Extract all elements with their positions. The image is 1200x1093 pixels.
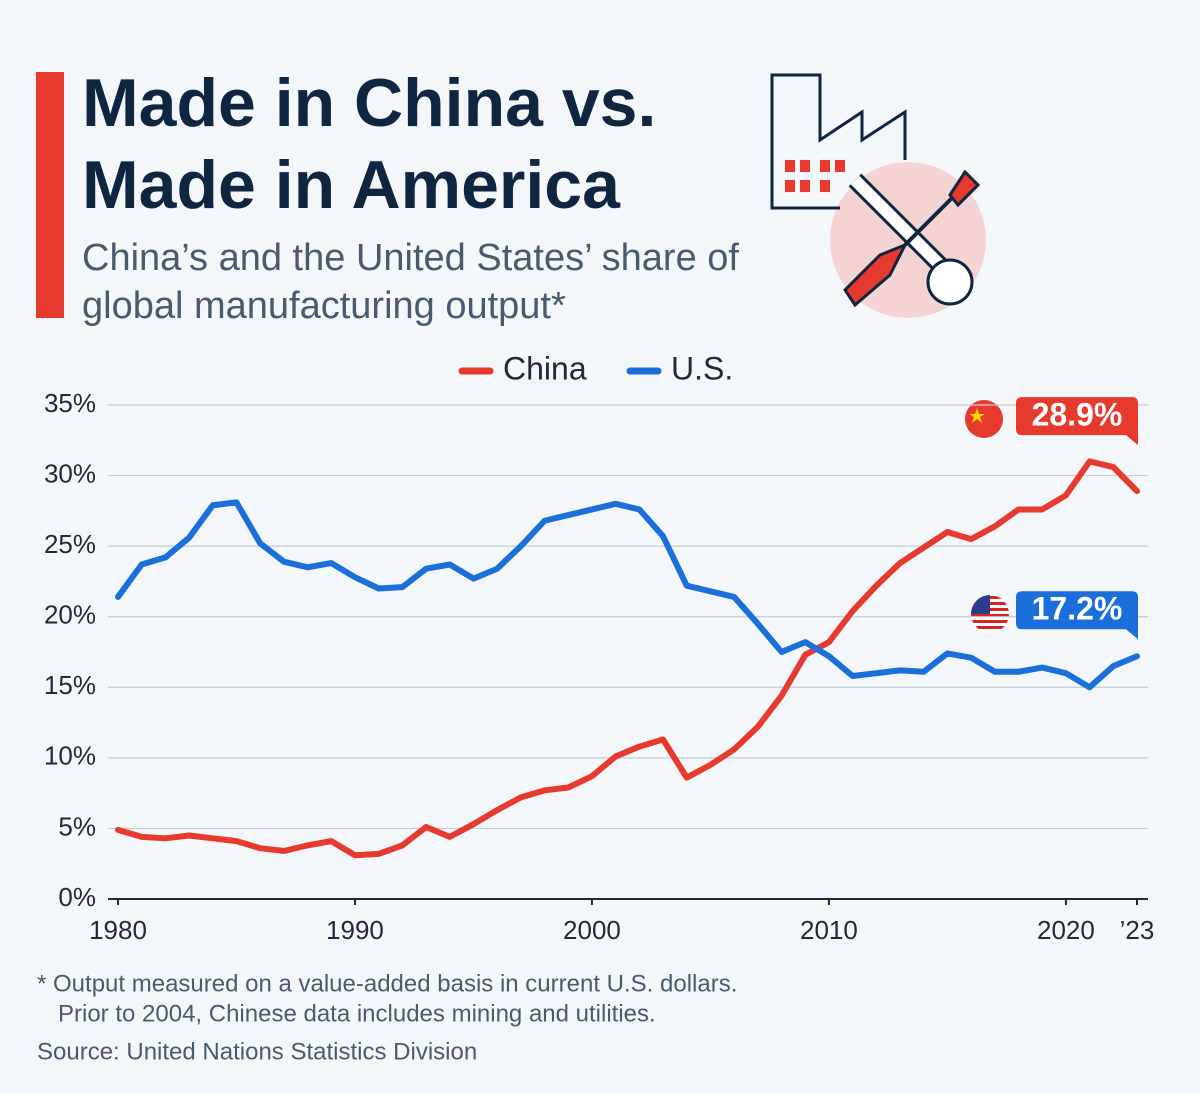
y-tick-label: 10% bbox=[44, 741, 96, 771]
footnote: * Output measured on a value-added basis… bbox=[37, 970, 737, 997]
x-tick-label: 1990 bbox=[326, 915, 384, 945]
legend-label: China bbox=[503, 350, 587, 386]
x-tick-label: ’23 bbox=[1120, 915, 1155, 945]
accent-bar bbox=[36, 72, 64, 318]
x-tick-label: 2020 bbox=[1037, 915, 1095, 945]
y-tick-label: 0% bbox=[58, 882, 96, 912]
y-tick-label: 25% bbox=[44, 529, 96, 559]
y-tick-label: 20% bbox=[44, 600, 96, 630]
factory-icon bbox=[770, 73, 986, 318]
value-label-box bbox=[1016, 397, 1138, 446]
x-tick-label: 2000 bbox=[563, 915, 621, 945]
x-tick-label: 2010 bbox=[800, 915, 858, 945]
source: Source: United Nations Statistics Divisi… bbox=[37, 1038, 477, 1065]
footnote: Prior to 2004, Chinese data includes min… bbox=[58, 1000, 656, 1027]
x-tick-label: 1980 bbox=[89, 915, 147, 945]
y-tick-label: 30% bbox=[44, 458, 96, 488]
chart-subtitle: China’s and the United States’ share of … bbox=[82, 237, 739, 327]
china-flag bbox=[965, 400, 1003, 438]
series-line bbox=[115, 499, 1140, 691]
y-tick-label: 35% bbox=[44, 388, 96, 418]
legend-label: U.S. bbox=[671, 350, 733, 386]
chart-title: Made in China vs. Made in America bbox=[82, 65, 657, 223]
value-label: 28.9% bbox=[1032, 397, 1123, 433]
us-flag bbox=[971, 595, 1009, 633]
value-label: 17.2% bbox=[1032, 591, 1123, 627]
y-tick-label: 15% bbox=[44, 670, 96, 700]
value-label-box bbox=[1016, 591, 1138, 640]
y-tick-label: 5% bbox=[58, 811, 96, 841]
series-line bbox=[115, 458, 1140, 859]
